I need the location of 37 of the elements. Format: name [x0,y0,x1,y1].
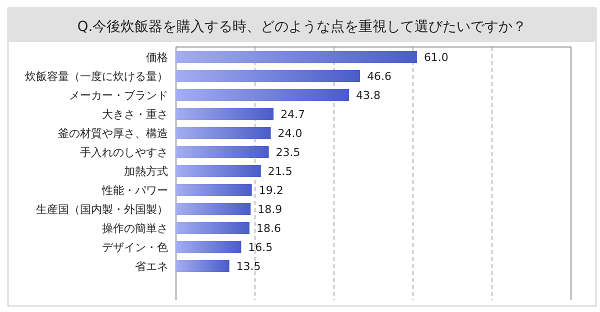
data-label: 24.7 [280,108,306,121]
y-tick-label: 生産国（国内製・外国製） [36,203,168,216]
bar [176,127,271,139]
bar [176,70,360,82]
y-tick-label: メーカー・ブランド [69,89,168,102]
y-tick-label: 炊飯容量（一度に炊ける量） [25,70,168,83]
data-label: 18.6 [256,222,281,235]
bar [176,51,417,63]
data-label: 13.5 [236,260,261,273]
data-label: 18.9 [258,203,282,216]
y-tick-label: 釜の材質や厚さ、構造 [58,127,168,140]
y-tick-label: 性能・パワー [101,184,168,197]
bar [176,203,251,215]
data-label: 46.6 [367,70,392,83]
data-label: 24.0 [278,127,302,140]
data-label: 61.0 [424,51,448,64]
bar [176,184,252,196]
data-label: 43.8 [356,89,381,102]
bar [176,222,250,234]
y-tick-label: 手入れのしやすさ [80,146,168,159]
data-label: 21.5 [268,165,292,178]
data-label: 19.2 [258,184,284,197]
bar [176,165,261,177]
y-tick-label: 大きさ・重さ [102,108,168,121]
y-tick-label: デザイン・色 [102,241,168,254]
bar [176,146,269,158]
data-label: 23.5 [276,146,300,159]
y-tick-label: 操作の簡単さ [102,222,168,235]
bar [176,108,274,120]
chart-title: Q.今後炊飯器を購入する時、どのような点を重視して選びたいですか？ [77,19,527,35]
bar [176,241,242,253]
y-tick-label: 省エネ [135,260,168,273]
data-label: 16.5 [248,241,273,254]
y-tick-label: 価格 [146,51,168,64]
bar [176,89,350,101]
bar [176,260,230,272]
y-tick-label: 加熱方式 [124,165,168,178]
